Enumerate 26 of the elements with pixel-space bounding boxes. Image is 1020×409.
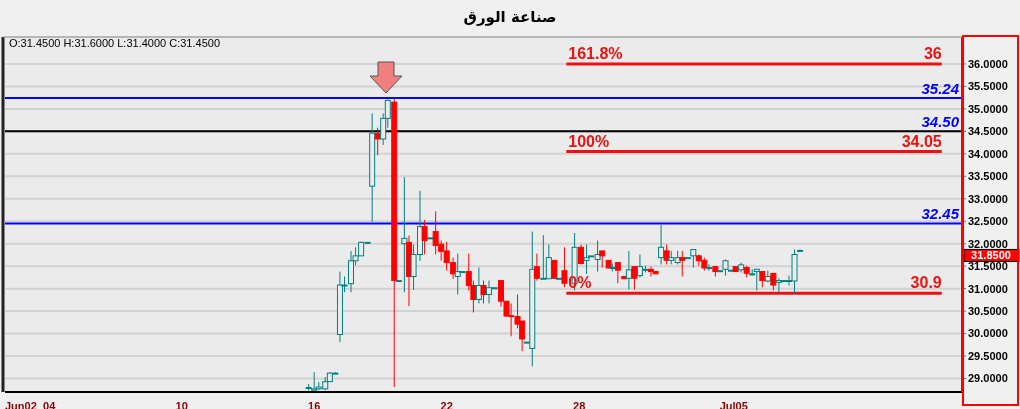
y-tick-label: 33.0000 (968, 192, 1008, 205)
y-tick-label: 29.5000 (968, 349, 1008, 362)
y-tick-label: 29.0000 (968, 372, 1008, 385)
y-tick-label: 35.0000 (968, 102, 1008, 115)
series-label: 100% (568, 132, 610, 150)
ref-line-label: 32.45 (921, 205, 960, 223)
chart-title: صناعة الورق (463, 8, 557, 26)
y-tick-label: 31.0000 (968, 282, 1008, 295)
y-tick-label: 33.5000 (968, 170, 1008, 183)
data-label: 30.9 (910, 274, 942, 292)
ref-line-label: 35.24 (921, 80, 960, 98)
y-tick-label: 32.0000 (968, 237, 1008, 250)
y-tick-label: 32.5000 (968, 215, 1008, 228)
y-tick-label: 36.0000 (968, 57, 1008, 70)
data-label: 36 (923, 44, 942, 62)
y-tick-label: 35.5000 (968, 80, 1008, 93)
series-label: 161.8% (568, 44, 623, 62)
ref-line-label: 34.50 (921, 113, 960, 131)
y-tick-label: 31.5000 (968, 260, 1008, 273)
y-tick-label: 30.0000 (968, 327, 1008, 340)
annotation: O:31.4500 H:31.6000 L:31.4000 C:31.4500 (9, 37, 221, 49)
y-tick-label: 30.5000 (968, 305, 1008, 318)
y-tick-label: 34.5000 (968, 125, 1008, 138)
text: 31.8500 (971, 248, 1011, 261)
data-label: 34.05 (901, 132, 942, 150)
y-tick-label: 34.0000 (968, 147, 1008, 160)
